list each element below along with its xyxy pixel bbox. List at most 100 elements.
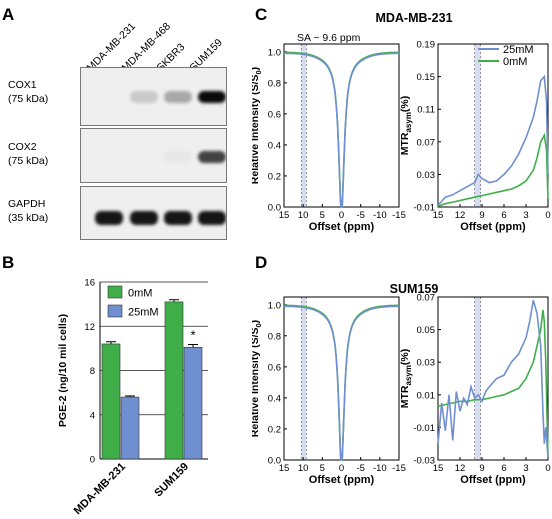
y-tick-label: 0.4 (268, 140, 281, 151)
y-tick-label: 0.07 (417, 137, 436, 148)
x-tick-label: 3 (523, 210, 528, 221)
blot-band (164, 91, 192, 103)
x-tick-label: -15 (392, 210, 406, 221)
protein-name: COX1 (8, 79, 37, 91)
bar (101, 343, 121, 460)
x-tick-label: 15 (279, 463, 290, 474)
y-tick-label: 0 (90, 455, 95, 466)
y-axis-label: Relative Intensity (S/S0) (252, 67, 263, 184)
blot-band (95, 211, 123, 225)
blot-band (130, 91, 158, 103)
x-tick-label: 0 (545, 210, 550, 221)
blot-row-label: GAPDH (35 kDa) (8, 197, 48, 225)
legend-label: 25mM (128, 307, 159, 319)
x-tick-label: 12 (455, 463, 466, 474)
x-tick-label: -5 (356, 210, 364, 221)
y-tick-label: 12 (84, 322, 95, 333)
y-tick-label: 0.4 (268, 393, 281, 404)
protein-size: (75 kDa) (8, 155, 49, 167)
x-tick-label: 0 (339, 463, 344, 474)
y-tick-label: 0.0 (268, 203, 281, 214)
y-tick-label: 0.11 (417, 105, 435, 116)
bar (120, 396, 140, 460)
blot-band (198, 151, 226, 163)
y-tick-label: 8 (90, 366, 95, 377)
significance-marker: * (190, 328, 195, 343)
y-tick-label: 0.05 (417, 325, 436, 336)
protein-name: GAPDH (8, 198, 46, 210)
x-tick-label: -5 (356, 463, 364, 474)
y-axis-label: Relative Intensity (S/S0) (252, 320, 263, 437)
x-tick-label: 15 (279, 210, 290, 221)
y-tick-label: 0.8 (268, 78, 281, 89)
x-axis-label: Offset (ppm) (460, 221, 526, 233)
y-tick-label: 0.0 (268, 456, 281, 467)
z-spectrum-line (284, 305, 399, 461)
y-tick-label: 0.03 (417, 170, 436, 181)
y-axis-label: PGE-2 (ng/10 mil cells) (57, 314, 69, 427)
x-tick-label: -15 (392, 463, 406, 474)
y-tick-label: -0.01 (413, 203, 435, 214)
blot-band (164, 151, 192, 163)
blot-band (130, 211, 158, 225)
blot-band (198, 211, 226, 225)
x-tick-label: 6 (501, 463, 506, 474)
panel-label-b: B (2, 253, 15, 272)
x-tick-label: 6 (501, 210, 506, 221)
x-tick-label: -10 (373, 210, 387, 221)
y-axis-label: MTRasym(%) (399, 96, 413, 156)
pge2-bar-chart: 0 4 8 12 16 MDA-MB-231 SUM159 * PGE-2 (ng/10 mil… (57, 278, 208, 517)
y-tick-label: -0.01 (413, 423, 435, 434)
y-tick-label: 16 (84, 278, 95, 289)
protein-size: (75 kDa) (8, 93, 49, 105)
x-tick-label: 10 (298, 463, 309, 474)
x-tick-label: 10 (298, 210, 309, 221)
blot-membrane-gapdh (80, 186, 227, 240)
x-tick-label: 3 (523, 463, 528, 474)
blot-row-label: COX2 (75 kDa) (8, 140, 48, 168)
y-tick-label: 0.2 (268, 171, 281, 182)
mtr-series-line (437, 300, 549, 457)
x-tick-label: 0 (339, 210, 344, 221)
x-tick-label: 9 (479, 210, 484, 221)
y-tick-label: 0.01 (417, 390, 436, 401)
mtr-series-line (437, 132, 549, 207)
y-tick-label: 0.03 (417, 358, 436, 369)
bar (183, 346, 203, 460)
mtr-series-line (437, 309, 549, 457)
saturation-band (474, 297, 481, 460)
x-tick-label: 5 (320, 463, 325, 474)
protein-name: COX2 (8, 141, 37, 153)
blot-band (164, 211, 192, 225)
bar (164, 301, 184, 460)
legend-label: 0mM (503, 56, 527, 68)
legend-swatch (107, 285, 123, 299)
y-tick-label: 0.6 (268, 109, 281, 120)
plot-title: MDA-MB-231 (375, 11, 452, 25)
category-label: MDA-MB-231 (72, 461, 128, 517)
x-tick-label: -10 (373, 463, 387, 474)
y-tick-label: 0.2 (268, 424, 281, 435)
legend-swatch (107, 304, 123, 318)
y-tick-label: 4 (90, 410, 95, 421)
blot-band (198, 91, 226, 103)
y-axis-label: MTRasym(%) (399, 349, 413, 409)
x-axis-label: Offset (ppm) (460, 474, 526, 486)
saturation-band (474, 44, 481, 207)
protein-size: (35 kDa) (8, 212, 49, 224)
mtr-series-line (437, 74, 549, 206)
x-tick-label: 15 (433, 463, 444, 474)
y-tick-label: 1.0 (268, 300, 281, 311)
blot-membrane-cox2 (80, 128, 227, 183)
z-spectrum-line (284, 52, 399, 208)
sum159-cest-plots: SUM159 0.0 0.2 0.4 0.6 0.8 1.0 15 10 5 0 -5 -10 -15 Of… (252, 282, 551, 486)
saturation-band (301, 44, 307, 207)
x-tick-label: 5 (320, 210, 325, 221)
saturation-annotation: SA ~ 9.6 ppm (297, 32, 361, 44)
plot-frame (437, 296, 549, 461)
x-tick-label: 12 (455, 210, 466, 221)
legend-label: 0mM (128, 288, 152, 300)
panel-label-a: A (2, 5, 15, 24)
panel-label-c: C (255, 5, 268, 24)
